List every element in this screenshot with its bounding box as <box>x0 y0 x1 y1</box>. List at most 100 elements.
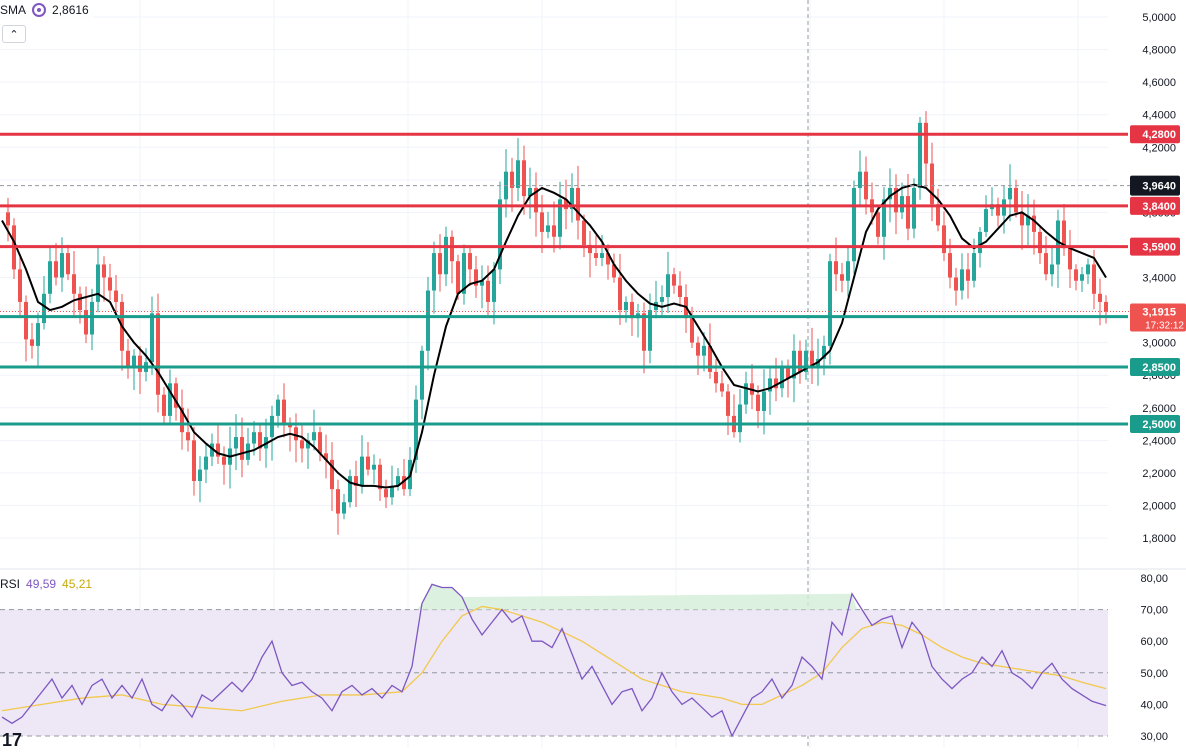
collapse-legend-button[interactable]: ⌃ <box>2 25 26 43</box>
candle-body-down <box>354 476 358 486</box>
rsi-tick-label: 50,00 <box>1140 668 1168 680</box>
candle-body-down <box>336 489 340 514</box>
rsi-label: RSI <box>0 577 21 591</box>
sma-legend: SMA 2,8616 <box>0 2 93 18</box>
price-tick-label: 1,8000 <box>1142 533 1176 545</box>
candle-body-down <box>66 253 70 275</box>
candle-body-down <box>840 274 844 281</box>
candle-body-up <box>528 187 532 197</box>
price-tick-label: 5,0000 <box>1142 12 1176 24</box>
candle-body-up <box>36 323 40 346</box>
candle-body-up <box>804 350 808 372</box>
candle-body-up <box>1086 264 1090 275</box>
rsi-tick-label: 30,00 <box>1140 731 1168 743</box>
candle-body-down <box>300 440 304 449</box>
candle-body-down <box>192 440 196 482</box>
candle-body-down <box>186 432 190 441</box>
candle-body-down <box>78 293 82 311</box>
price-tick-label: 4,6000 <box>1142 77 1176 89</box>
candle-body-down <box>438 253 442 275</box>
candle-body-down <box>1068 248 1072 270</box>
candle-body-down <box>174 383 178 408</box>
candle-body-down <box>1074 269 1078 281</box>
candle-body-up <box>984 209 988 232</box>
price-tick-label: 3,4000 <box>1142 273 1176 285</box>
resistance-level-label-bg <box>1130 125 1180 144</box>
candle-body-down <box>510 171 514 188</box>
candle-body-up <box>276 399 280 416</box>
candle-body-up <box>792 350 796 379</box>
candle-body-up <box>978 231 982 254</box>
candle-body-down <box>156 313 160 395</box>
candle-body-up <box>900 196 904 213</box>
candle-body-down <box>540 212 544 232</box>
candle-body-up <box>234 437 238 449</box>
rsi-ma-value: 45,21 <box>62 577 93 591</box>
candle-body-up <box>270 415 274 438</box>
candle-body-up <box>1026 215 1030 226</box>
candle-body-up <box>432 253 436 291</box>
rsi-tick-label: 70,00 <box>1140 605 1168 617</box>
candle-body-down <box>798 350 802 372</box>
candle-body-up <box>858 171 862 188</box>
candle-body-up <box>372 464 376 470</box>
candle-body-down <box>894 187 898 213</box>
candle-body-up <box>360 456 364 486</box>
candle-body-down <box>294 427 298 441</box>
candle-body-down <box>906 196 910 229</box>
candle-body-up <box>198 469 202 482</box>
candle-body-down <box>108 277 112 291</box>
candle-body-up <box>426 290 430 351</box>
candle-body-up <box>390 485 394 498</box>
candle-body-down <box>630 301 634 319</box>
candle-body-up <box>768 378 772 392</box>
candle-body-down <box>552 225 556 237</box>
candle-body-up <box>1080 274 1084 281</box>
candle-body-up <box>882 199 886 237</box>
candle-body-down <box>402 476 406 490</box>
candle-body-down <box>786 367 790 379</box>
candle-body-down <box>1038 231 1042 254</box>
candle-body-down <box>594 253 598 258</box>
candle-body-up <box>846 261 850 281</box>
candle-body-up <box>648 310 652 351</box>
candle-body-up <box>342 502 346 514</box>
resistance-level-label-bg <box>1130 237 1180 256</box>
candle-body-up <box>1008 187 1012 200</box>
candle-body-down <box>84 310 88 335</box>
candle-body-up <box>852 187 856 262</box>
candle-body-up <box>558 199 562 237</box>
rsi-legend: RSI 49,59 45,21 <box>0 577 92 591</box>
settings-icon[interactable] <box>32 3 47 17</box>
candle-body-up <box>780 367 784 389</box>
candle-body-down <box>534 187 538 213</box>
candle-body-down <box>126 350 130 368</box>
candle-body-down <box>726 391 730 416</box>
price-tick-label: 4,2000 <box>1142 142 1176 154</box>
candle-body-down <box>948 253 952 278</box>
candle-body-down <box>864 171 868 200</box>
chevron-up-icon: ⌃ <box>9 28 19 41</box>
candles-group <box>6 111 1108 535</box>
candle-body-down <box>282 399 286 425</box>
candle-body-up <box>972 253 976 281</box>
candle-body-down <box>54 261 58 278</box>
support-level-label-bg <box>1130 415 1180 434</box>
candle-body-down <box>756 394 760 412</box>
candle-body-down <box>876 212 880 237</box>
candle-body-up <box>204 456 208 470</box>
candle-body-down <box>1098 293 1102 302</box>
candle-body-down <box>678 285 682 298</box>
candle-body-down <box>1020 212 1024 226</box>
candle-body-up <box>210 443 214 457</box>
candle-body-down <box>924 122 928 164</box>
candle-body-down <box>330 459 334 490</box>
candle-body-up <box>1050 264 1054 275</box>
support-level-label: 2,5000 <box>1142 419 1176 431</box>
candle-body-down <box>1032 215 1036 232</box>
rsi-tick-label: 40,00 <box>1140 699 1168 711</box>
rsi-ma-line <box>1 605 1107 712</box>
rsi-pane: 80,00 70,00 60,00 50,00 40,00 30,00 <box>0 573 1168 743</box>
